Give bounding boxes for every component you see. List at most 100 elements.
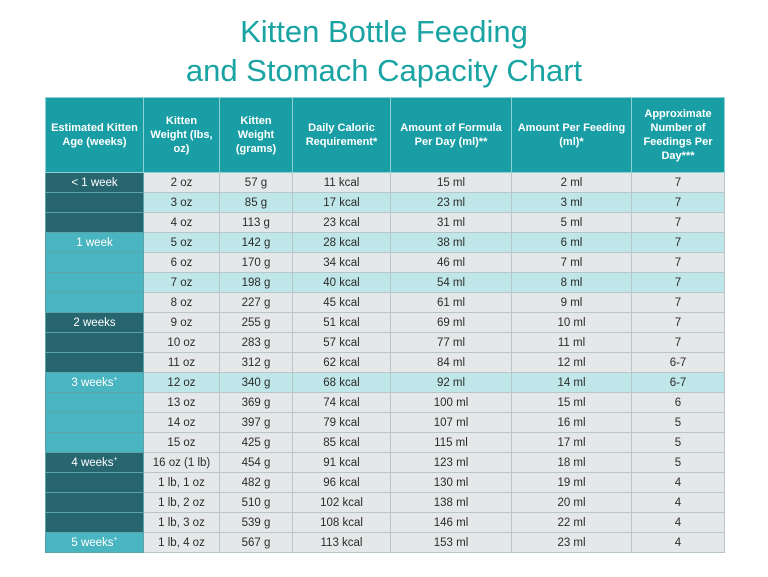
weight-g-cell: 425 g (219, 432, 293, 453)
age-cell (45, 432, 144, 453)
weight-oz-cell: 12 oz (143, 372, 220, 393)
formula-per-day-cell: 153 ml (390, 532, 512, 553)
weight-oz-cell: 13 oz (143, 392, 220, 413)
table-row: 4 weeks+ 16 oz (1 lb) 454 g 91 kcal 123 ml 18… (45, 452, 725, 473)
amount-per-feeding-cell: 14 ml (511, 372, 632, 393)
feedings-per-day-cell: 7 (631, 332, 725, 353)
weight-oz-cell: 1 lb, 3 oz (143, 512, 220, 533)
calories-cell: 23 kcal (292, 212, 391, 233)
weight-g-cell: 198 g (219, 272, 293, 293)
weight-oz-cell: 14 oz (143, 412, 220, 433)
weight-g-cell: 369 g (219, 392, 293, 413)
weight-oz-cell: 9 oz (143, 312, 220, 333)
formula-per-day-cell: 146 ml (390, 512, 512, 533)
formula-per-day-cell: 107 ml (390, 412, 512, 433)
formula-per-day-cell: 31 ml (390, 212, 512, 233)
weight-oz-cell: 3 oz (143, 192, 220, 213)
weight-g-cell: 454 g (219, 452, 293, 473)
age-cell: 3 weeks+ (45, 372, 144, 393)
chart-title: Kitten Bottle Feeding and Stomach Capaci… (0, 13, 768, 89)
formula-per-day-cell: 15 ml (390, 172, 512, 193)
age-cell (45, 472, 144, 493)
feedings-per-day-cell: 7 (631, 312, 725, 333)
formula-per-day-cell: 84 ml (390, 352, 512, 373)
weight-g-cell: 283 g (219, 332, 293, 353)
amount-per-feeding-cell: 12 ml (511, 352, 632, 373)
weight-oz-cell: 8 oz (143, 292, 220, 313)
formula-per-day-cell: 92 ml (390, 372, 512, 393)
feedings-per-day-cell: 7 (631, 252, 725, 273)
amount-per-feeding-cell: 11 ml (511, 332, 632, 353)
weight-oz-cell: 6 oz (143, 252, 220, 273)
table-row: 1 lb, 1 oz 482 g 96 kcal 130 ml 19 ml 4 (45, 472, 725, 493)
table-row: 10 oz 283 g 57 kcal 77 ml 11 ml 7 (45, 332, 725, 353)
calories-cell: 34 kcal (292, 252, 391, 273)
feedings-per-day-cell: 7 (631, 172, 725, 193)
age-cell: 2 weeks (45, 312, 144, 333)
table-row: 5 weeks+ 1 lb, 4 oz 567 g 113 kcal 153 ml 23 … (45, 532, 725, 553)
weight-oz-cell: 5 oz (143, 232, 220, 253)
formula-per-day-cell: 69 ml (390, 312, 512, 333)
calories-cell: 45 kcal (292, 292, 391, 313)
amount-per-feeding-cell: 19 ml (511, 472, 632, 493)
feedings-per-day-cell: 7 (631, 292, 725, 313)
table-row: 8 oz 227 g 45 kcal 61 ml 9 ml 7 (45, 292, 725, 313)
formula-per-day-cell: 138 ml (390, 492, 512, 513)
formula-per-day-cell: 38 ml (390, 232, 512, 253)
age-cell: 1 week (45, 232, 144, 253)
weight-g-cell: 539 g (219, 512, 293, 533)
formula-per-day-cell: 77 ml (390, 332, 512, 353)
calories-cell: 113 kcal (292, 532, 391, 553)
feedings-per-day-cell: 5 (631, 432, 725, 453)
amount-per-feeding-cell: 6 ml (511, 232, 632, 253)
weight-g-cell: 85 g (219, 192, 293, 213)
age-cell: 4 weeks+ (45, 452, 144, 473)
weight-oz-cell: 10 oz (143, 332, 220, 353)
amount-per-feeding-cell: 5 ml (511, 212, 632, 233)
feedings-per-day-cell: 6-7 (631, 372, 725, 393)
calories-cell: 62 kcal (292, 352, 391, 373)
amount-per-feeding-cell: 22 ml (511, 512, 632, 533)
formula-per-day-cell: 54 ml (390, 272, 512, 293)
weight-oz-cell: 4 oz (143, 212, 220, 233)
age-cell: 5 weeks+ (45, 532, 144, 553)
formula-per-day-cell: 123 ml (390, 452, 512, 473)
calories-cell: 40 kcal (292, 272, 391, 293)
weight-oz-cell: 15 oz (143, 432, 220, 453)
table-row: 1 lb, 2 oz 510 g 102 kcal 138 ml 20 ml 4 (45, 492, 725, 513)
weight-g-cell: 142 g (219, 232, 293, 253)
age-cell (45, 252, 144, 273)
calories-cell: 17 kcal (292, 192, 391, 213)
feedings-per-day-cell: 6 (631, 392, 725, 413)
amount-per-feeding-cell: 9 ml (511, 292, 632, 313)
header-cell-amount-per-feeding: Amount Per Feeding (ml)* (511, 97, 632, 173)
calories-cell: 79 kcal (292, 412, 391, 433)
amount-per-feeding-cell: 10 ml (511, 312, 632, 333)
weight-oz-cell: 1 lb, 2 oz (143, 492, 220, 513)
calories-cell: 11 kcal (292, 172, 391, 193)
header-cell-formula-per-day: Amount of Formula Per Day (ml)** (390, 97, 512, 173)
age-cell (45, 212, 144, 233)
weight-g-cell: 57 g (219, 172, 293, 193)
header-cell-weight-g: Kitten Weight (grams) (219, 97, 293, 173)
calories-cell: 91 kcal (292, 452, 391, 473)
weight-g-cell: 312 g (219, 352, 293, 373)
weight-g-cell: 510 g (219, 492, 293, 513)
weight-g-cell: 397 g (219, 412, 293, 433)
weight-g-cell: 227 g (219, 292, 293, 313)
header-cell-feedings-per-day: Approximate Number of Feedings Per Day**… (631, 97, 725, 173)
table-row: 15 oz 425 g 85 kcal 115 ml 17 ml 5 (45, 432, 725, 453)
table-row: 11 oz 312 g 62 kcal 84 ml 12 ml 6-7 (45, 352, 725, 373)
feedings-per-day-cell: 7 (631, 272, 725, 293)
weight-oz-cell: 2 oz (143, 172, 220, 193)
amount-per-feeding-cell: 20 ml (511, 492, 632, 513)
age-cell: < 1 week (45, 172, 144, 193)
formula-per-day-cell: 130 ml (390, 472, 512, 493)
calories-cell: 108 kcal (292, 512, 391, 533)
weight-oz-cell: 7 oz (143, 272, 220, 293)
header-cell-weight-oz: Kitten Weight (lbs, oz) (143, 97, 220, 173)
weight-g-cell: 113 g (219, 212, 293, 233)
age-cell (45, 332, 144, 353)
formula-per-day-cell: 46 ml (390, 252, 512, 273)
formula-per-day-cell: 23 ml (390, 192, 512, 213)
